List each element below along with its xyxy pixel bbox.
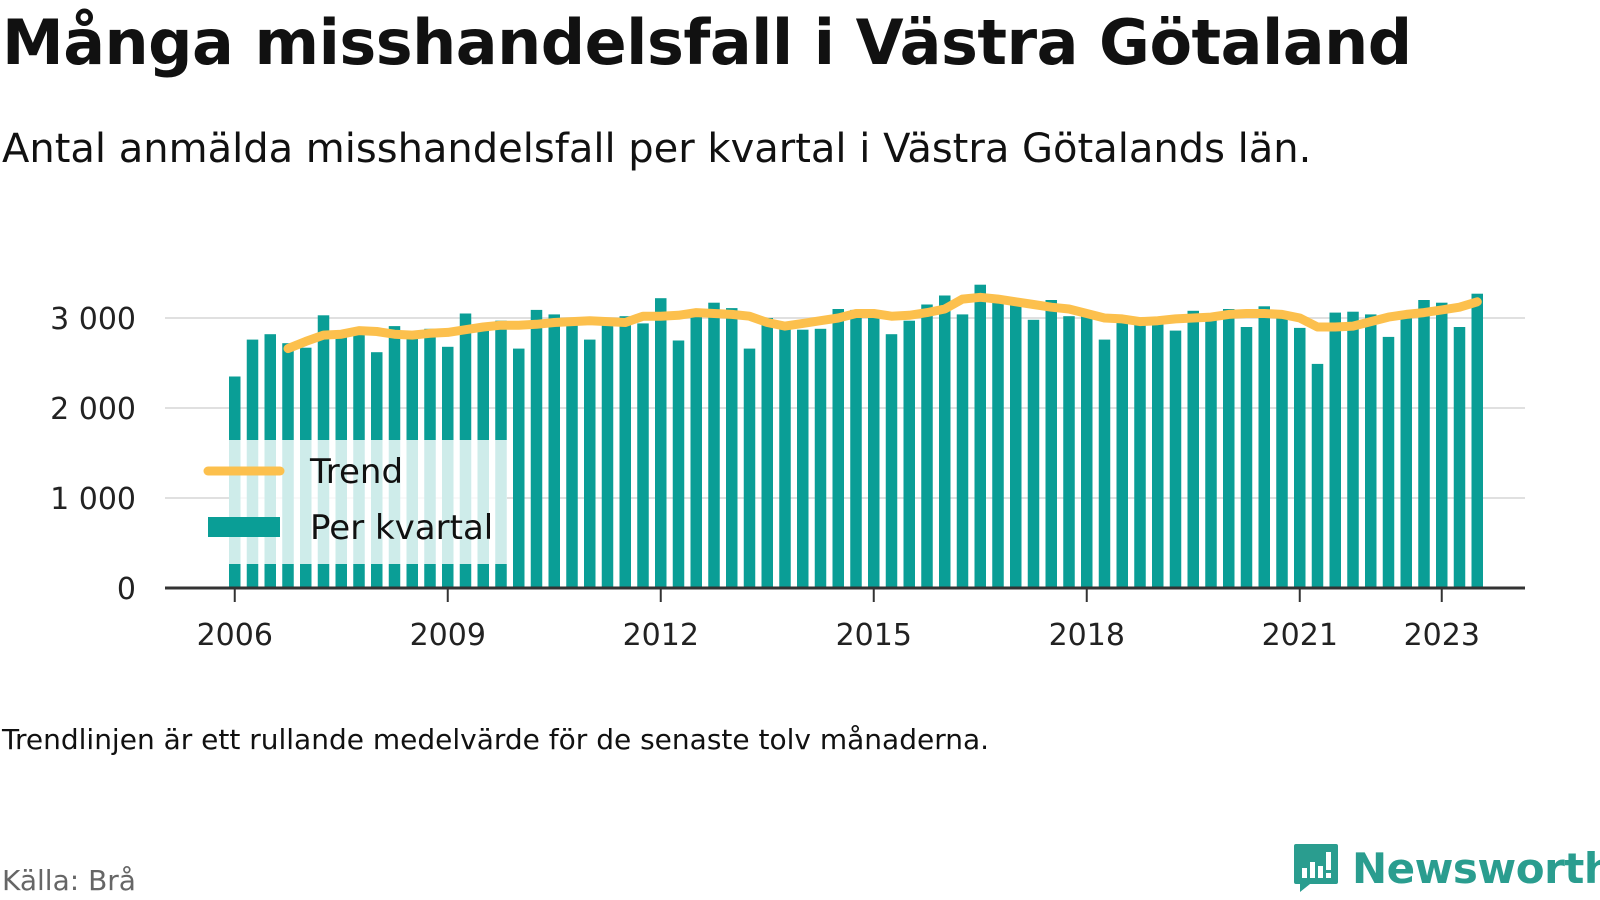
bar xyxy=(1152,323,1164,588)
y-tick-label: 0 xyxy=(117,572,136,607)
brand-name: Newsworthy xyxy=(1352,843,1600,893)
brand-logo: Newsworthy xyxy=(1292,842,1600,894)
bar xyxy=(1240,327,1253,588)
bar xyxy=(1347,311,1359,588)
legend-background xyxy=(229,440,507,564)
bar xyxy=(1081,312,1093,588)
y-tick-label: 2 000 xyxy=(50,392,136,427)
legend-label-bars: Per kvartal xyxy=(310,508,493,548)
trend-line xyxy=(283,292,1482,354)
bar xyxy=(513,348,525,588)
bar xyxy=(903,320,915,588)
bar xyxy=(1098,339,1111,588)
bar xyxy=(690,310,702,588)
bar xyxy=(1116,318,1128,588)
bar xyxy=(1276,312,1288,588)
bar xyxy=(655,298,667,588)
source-label: Källa: Brå xyxy=(2,864,136,897)
bar xyxy=(584,339,596,588)
x-tick-label: 2012 xyxy=(623,618,699,653)
y-tick-label: 1 000 xyxy=(50,482,136,517)
bar xyxy=(1169,330,1182,588)
footnote: Trendlinjen är ett rullande medelvärde f… xyxy=(2,723,990,756)
bar xyxy=(1400,314,1412,588)
bar xyxy=(779,324,791,588)
bar xyxy=(530,309,543,588)
bar xyxy=(1063,316,1075,588)
bar xyxy=(974,284,986,588)
bar xyxy=(672,340,685,588)
bar-chart: 0 1 000 2 000 3 000 2006 2009 2012 2015 2018 2021… xyxy=(50,284,1525,653)
chart-title: Många misshandelsfall i Västra Götaland xyxy=(2,6,1412,79)
legend: Trend Per kvartal xyxy=(203,452,493,548)
x-tick-label: 2006 xyxy=(197,618,273,653)
bar xyxy=(832,309,844,588)
bar xyxy=(1471,293,1483,588)
bar xyxy=(850,309,862,588)
bar xyxy=(956,314,969,588)
y-tick-label: 3 000 xyxy=(50,302,136,337)
bar xyxy=(548,314,560,588)
x-tick-label: 2015 xyxy=(836,618,912,653)
bar xyxy=(868,316,880,588)
x-tick-label: 2009 xyxy=(410,618,486,653)
legend-panel xyxy=(229,440,507,564)
bar xyxy=(1418,300,1430,588)
x-tick-label: 2018 xyxy=(1049,618,1125,653)
bar xyxy=(1329,312,1341,588)
legend-swatch-bars xyxy=(208,517,280,537)
bar xyxy=(1045,300,1057,588)
bar xyxy=(708,302,720,588)
bar xyxy=(566,322,578,588)
bar xyxy=(1205,318,1217,588)
bar xyxy=(1453,327,1466,588)
bar xyxy=(601,318,614,588)
bar xyxy=(1365,314,1377,588)
bar xyxy=(1382,336,1395,588)
bar xyxy=(885,334,898,588)
bar xyxy=(992,301,1004,588)
newsworthy-icon xyxy=(1294,844,1338,892)
bar xyxy=(1436,302,1448,588)
bar xyxy=(1294,327,1306,588)
bar xyxy=(1258,306,1270,588)
axes: 0 1 000 2 000 3 000 2006 2009 2012 2015 2018 2021… xyxy=(50,302,1525,653)
bar xyxy=(814,328,827,588)
bar xyxy=(761,318,773,588)
bar xyxy=(939,295,951,588)
bar xyxy=(1027,319,1040,588)
x-tick-label: 2021 xyxy=(1262,618,1338,653)
bar xyxy=(1223,309,1235,588)
bar xyxy=(743,348,756,588)
bar xyxy=(921,304,933,588)
bar xyxy=(1010,305,1022,588)
chart-subtitle: Antal anmälda misshandelsfall per kvarta… xyxy=(2,126,1312,172)
bar xyxy=(637,323,649,588)
bar xyxy=(1311,363,1324,588)
legend-label-trend: Trend xyxy=(309,452,403,492)
bar xyxy=(1134,318,1146,588)
bar xyxy=(619,316,631,588)
x-tick-label: 2023 xyxy=(1404,618,1480,653)
bar xyxy=(1187,310,1199,588)
bar xyxy=(726,308,738,588)
bar xyxy=(797,329,809,588)
